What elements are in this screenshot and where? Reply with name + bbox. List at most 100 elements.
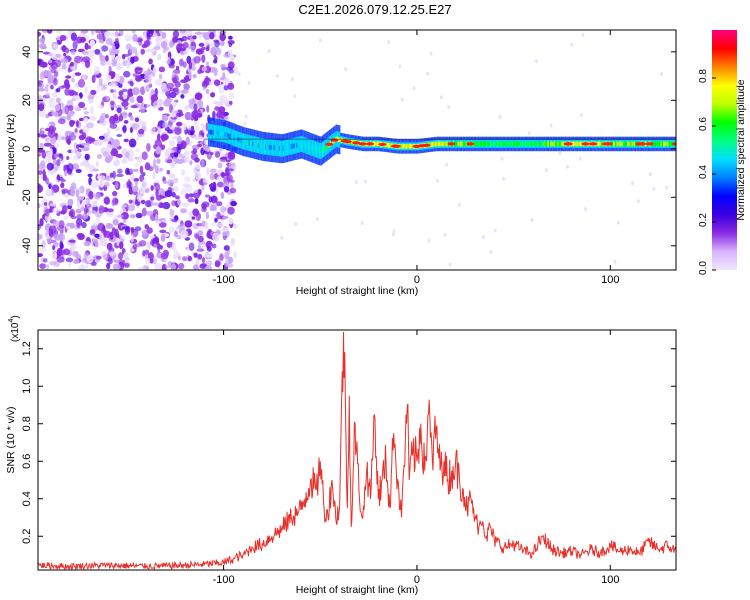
signal-band-core — [527, 141, 529, 147]
signal-band-core — [667, 141, 669, 147]
noise-blob — [228, 42, 233, 48]
noise-blob — [46, 264, 50, 270]
noise-blob — [108, 251, 116, 256]
noise-speck — [500, 156, 504, 161]
signal-band-core — [528, 141, 530, 147]
noise-blob — [115, 73, 121, 82]
signal-band-core — [323, 146, 325, 152]
noise-speck — [426, 71, 430, 76]
noise-blob — [214, 106, 220, 111]
noise-blob — [83, 207, 88, 215]
signal-band-core — [530, 141, 532, 147]
noise-blob — [70, 215, 77, 220]
noise-blob — [206, 245, 212, 252]
noise-blob — [196, 248, 205, 252]
signal-band-core — [513, 141, 515, 147]
noise-blob — [210, 47, 217, 56]
signal-peak — [418, 144, 427, 148]
signal-band-core — [325, 144, 327, 150]
noise-blob — [173, 233, 178, 237]
noise-blob — [61, 106, 69, 114]
signal-band-core — [291, 143, 293, 149]
signal-band-core — [556, 141, 558, 147]
noise-blob — [177, 113, 181, 118]
signal-band-core — [665, 141, 667, 147]
noise-blob — [72, 95, 81, 101]
noise-blob — [98, 104, 104, 109]
noise-blob — [61, 45, 67, 53]
noise-blob — [67, 130, 72, 135]
noise-speck — [665, 185, 669, 190]
noise-blob — [183, 50, 188, 56]
noise-blob — [116, 134, 123, 137]
noise-blob — [232, 223, 238, 229]
snr-frame — [37, 329, 677, 571]
signal-band-core — [572, 141, 574, 147]
signal-band-core — [505, 141, 507, 147]
noise-blob — [166, 82, 174, 89]
signal-band-core — [550, 141, 552, 147]
noise-blob — [90, 30, 95, 36]
noise-blob — [53, 241, 59, 247]
signal-band-core — [218, 131, 220, 136]
signal-band-core — [514, 141, 516, 147]
noise-blob — [203, 32, 211, 41]
noise-blob — [172, 101, 177, 108]
noise-blob — [81, 213, 89, 220]
noise-blob — [116, 173, 124, 178]
noise-speck — [630, 181, 634, 186]
noise-blob — [112, 170, 116, 180]
noise-speck — [613, 259, 617, 264]
noise-blob — [109, 172, 114, 178]
noise-speck — [439, 95, 443, 100]
noise-blob — [75, 107, 82, 112]
noise-speck — [247, 81, 251, 85]
signal-band-core — [401, 143, 404, 149]
signal-band-core — [267, 144, 269, 150]
signal-band-core — [579, 141, 581, 147]
noise-blob — [114, 30, 119, 37]
spectrogram-x-tick-label: 100 — [601, 274, 619, 286]
signal-band-core — [285, 145, 288, 151]
noise-blob — [230, 200, 238, 207]
signal-band-core — [628, 141, 630, 147]
svg-text:(x104): (x104) — [8, 315, 21, 342]
noise-blob — [74, 72, 82, 76]
noise-blob — [87, 45, 92, 50]
noise-blob — [182, 256, 188, 262]
noise-blob — [202, 86, 207, 91]
signal-band-core — [521, 141, 523, 147]
noise-speck — [579, 113, 583, 118]
noise-blob — [127, 80, 134, 84]
noise-blob — [201, 158, 205, 168]
noise-blob — [68, 210, 74, 217]
noise-speck — [652, 186, 656, 191]
noise-blob — [199, 225, 204, 230]
signal-band-core — [387, 142, 390, 148]
signal-band-core — [502, 141, 504, 147]
signal-band-core — [618, 141, 620, 147]
noise-speck — [566, 164, 570, 169]
noise-blob — [135, 147, 140, 153]
noise-blob — [225, 172, 230, 177]
noise-blob — [70, 49, 76, 55]
noise-blob — [193, 252, 198, 258]
noise-blob — [188, 71, 192, 80]
noise-blob — [166, 159, 173, 164]
noise-blob — [209, 81, 214, 86]
noise-blob — [205, 46, 210, 52]
noise-blob — [198, 235, 204, 243]
noise-blob — [187, 198, 195, 203]
noise-blob — [149, 48, 156, 53]
spectrogram-frame — [37, 29, 677, 271]
noise-blob — [132, 34, 138, 42]
noise-blob — [153, 100, 161, 109]
signal-band-core — [509, 141, 511, 147]
noise-blob — [66, 163, 74, 172]
noise-blob — [48, 148, 53, 152]
noise-blob — [106, 74, 112, 81]
noise-blob — [169, 208, 175, 218]
noise-blob — [208, 183, 214, 188]
signal-peak — [635, 142, 644, 146]
noise-blob — [104, 31, 111, 38]
